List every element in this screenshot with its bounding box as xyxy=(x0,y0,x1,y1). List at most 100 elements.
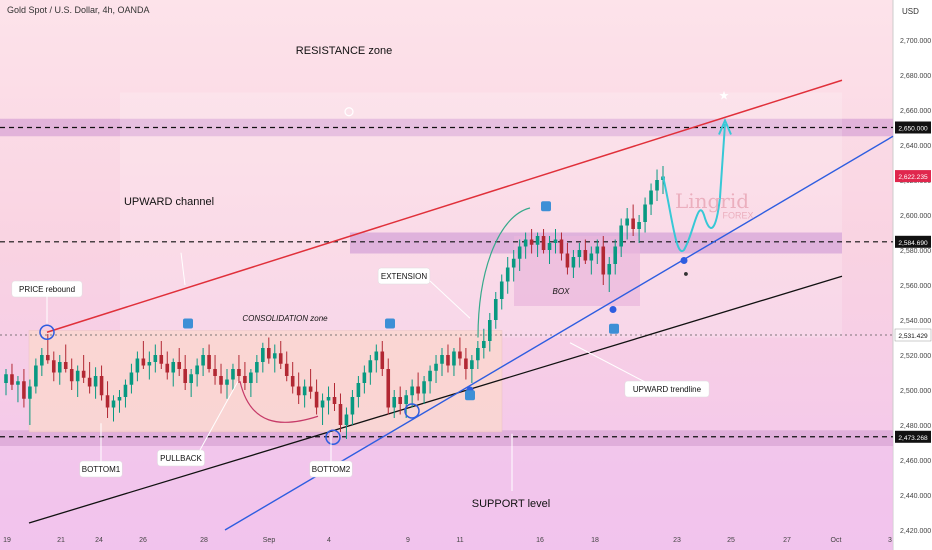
candle-body xyxy=(10,374,14,385)
candle-body xyxy=(649,190,653,205)
candle-body xyxy=(613,246,618,264)
price-label-text: 2,650.000 xyxy=(898,126,928,133)
candle-body xyxy=(434,363,438,371)
y-tick-label: 2,600.000 xyxy=(900,213,931,220)
candle-body xyxy=(81,370,86,378)
y-tick-label: 2,420.000 xyxy=(900,528,931,535)
y-tick-label: 2,480.000 xyxy=(900,423,931,430)
candle-body xyxy=(565,253,570,268)
extension-leader xyxy=(429,280,471,319)
price-rebound-label-text: PRICE rebound xyxy=(19,285,75,294)
x-tick-label: 3 xyxy=(888,537,892,544)
candle-body xyxy=(255,362,259,373)
candle-body xyxy=(141,358,146,366)
price-label-bg xyxy=(895,170,931,183)
candle-body xyxy=(105,395,110,408)
price-label-text: 2,531.429 xyxy=(898,333,928,340)
bottom2-label-text: BOTTOM2 xyxy=(312,465,351,474)
candle-body xyxy=(392,397,397,408)
candle-body xyxy=(213,369,217,376)
y-tick-label: 2,680.000 xyxy=(900,73,931,80)
down-arrow-icon xyxy=(183,318,193,329)
bottom2-label: BOTTOM2 xyxy=(309,460,353,478)
y-tick-label: 2,500.000 xyxy=(900,388,931,395)
y-axis-ticks: 2,420.000 2,440.000 2,460.000 2,480.000 2,50… xyxy=(900,38,931,535)
channel-leader xyxy=(180,252,186,286)
extension-label-text: EXTENSION xyxy=(381,272,427,281)
candle-body xyxy=(458,351,462,359)
x-tick-label: 9 xyxy=(406,537,410,544)
candle-body xyxy=(386,369,391,408)
candle-body xyxy=(487,320,492,341)
candle-body xyxy=(129,372,134,385)
pullback-label: PULLBACK xyxy=(157,449,205,467)
candle-body xyxy=(249,372,253,383)
candle-body xyxy=(261,348,265,362)
down-arrow-icon xyxy=(541,201,551,212)
channel-upper-line xyxy=(46,79,843,333)
extension-label: EXTENSION xyxy=(377,267,431,285)
pullback-leader xyxy=(199,381,239,451)
candle-body xyxy=(237,369,241,376)
candle-body xyxy=(51,360,56,373)
candle-body xyxy=(583,250,588,261)
candle-body xyxy=(595,246,600,254)
candle-body xyxy=(631,218,635,229)
upward-trendline-label-bg xyxy=(624,380,710,398)
box-label: BOX xyxy=(553,287,571,296)
trendline-leader xyxy=(569,342,646,383)
candle-body xyxy=(607,264,612,275)
candle-body xyxy=(422,381,426,394)
y-tick-label: 2,560.000 xyxy=(900,283,931,290)
candle-body xyxy=(541,236,546,250)
candle-body xyxy=(380,351,385,369)
candle-body xyxy=(69,369,74,382)
y-tick-label: 2,440.000 xyxy=(900,493,931,500)
y-tick-label: 2,700.000 xyxy=(900,38,931,45)
candle-body xyxy=(153,355,158,362)
projection-arrow xyxy=(718,117,732,135)
down-arrow-icon xyxy=(385,318,395,329)
candle-body xyxy=(374,351,379,361)
trend-dot xyxy=(680,257,688,264)
candle-body xyxy=(171,362,176,373)
candle-body xyxy=(338,404,343,425)
candle-body xyxy=(284,363,289,376)
zones-layer xyxy=(0,92,893,550)
pullback-label-bg xyxy=(157,449,205,467)
x-tick-label: Oct xyxy=(831,537,842,544)
candle-body xyxy=(267,348,271,359)
box-zone xyxy=(514,236,640,306)
candle-body xyxy=(535,236,540,245)
candle-body xyxy=(326,397,331,401)
candle-body xyxy=(344,414,349,425)
candle-body xyxy=(296,386,301,396)
highlight-circle xyxy=(39,324,55,340)
candle-body xyxy=(219,376,223,385)
candle-body xyxy=(619,225,623,247)
candle-body xyxy=(601,246,606,275)
candle-body xyxy=(40,355,44,366)
extension-label-bg xyxy=(377,267,431,285)
candle-body xyxy=(278,353,283,364)
candle-body xyxy=(643,204,647,222)
candle-body xyxy=(147,362,152,366)
y-tick-label: 2,660.000 xyxy=(900,108,931,115)
upward-channel-label-text: UPWARD channel xyxy=(124,196,214,208)
candle-body xyxy=(28,386,32,399)
price-label-bg xyxy=(895,121,931,134)
eye-icon: ● xyxy=(683,268,688,278)
candle-body xyxy=(332,397,337,404)
price-label-bg xyxy=(894,328,932,342)
star-icon: ★ xyxy=(719,89,730,103)
candle-body xyxy=(99,376,104,396)
candle-body xyxy=(482,341,486,348)
target-icon xyxy=(344,107,354,117)
price-axis[interactable] xyxy=(893,0,932,550)
trend-dot xyxy=(609,306,617,313)
candle-body xyxy=(183,369,187,383)
x-tick-label: 24 xyxy=(95,537,103,544)
candle-body xyxy=(111,400,116,408)
x-tick-label: 23 xyxy=(673,537,681,544)
